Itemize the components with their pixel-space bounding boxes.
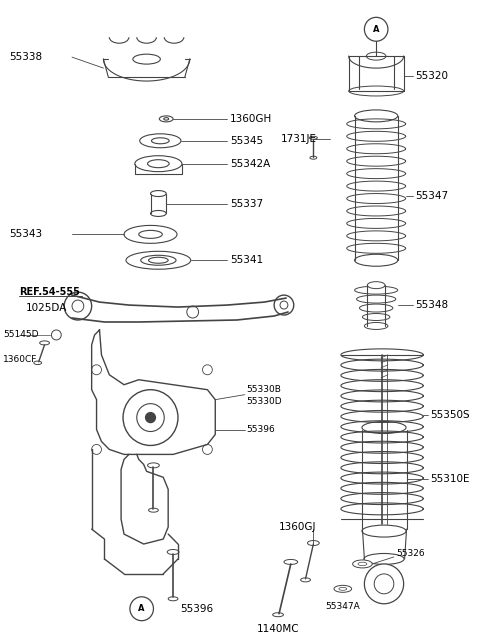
Ellipse shape: [168, 596, 178, 601]
Text: 1360CF: 1360CF: [3, 355, 38, 364]
Ellipse shape: [364, 323, 388, 330]
Text: 55310E: 55310E: [430, 474, 469, 484]
Ellipse shape: [147, 463, 159, 468]
Ellipse shape: [362, 314, 390, 321]
Ellipse shape: [355, 254, 398, 266]
Text: 55337: 55337: [230, 198, 263, 209]
Ellipse shape: [40, 341, 49, 345]
Ellipse shape: [167, 550, 179, 554]
Text: 55350S: 55350S: [430, 410, 470, 420]
Ellipse shape: [366, 52, 386, 60]
Text: 55347: 55347: [415, 191, 448, 200]
Text: 1731JE: 1731JE: [281, 134, 317, 144]
Ellipse shape: [140, 134, 181, 148]
Circle shape: [203, 365, 212, 375]
Text: 55330B: 55330B: [247, 385, 282, 394]
Ellipse shape: [147, 160, 169, 168]
Ellipse shape: [310, 136, 317, 140]
Ellipse shape: [148, 508, 158, 512]
Ellipse shape: [348, 86, 404, 96]
Circle shape: [92, 365, 101, 375]
Circle shape: [130, 596, 154, 621]
Ellipse shape: [334, 586, 352, 592]
Text: 55396: 55396: [180, 604, 213, 614]
Text: A: A: [373, 25, 379, 34]
Ellipse shape: [152, 138, 169, 144]
Circle shape: [274, 295, 294, 315]
Text: 55347A: 55347A: [325, 602, 360, 611]
Ellipse shape: [126, 252, 191, 269]
Text: 55320: 55320: [415, 71, 448, 81]
Ellipse shape: [164, 118, 168, 120]
Ellipse shape: [310, 156, 317, 159]
Ellipse shape: [355, 286, 398, 294]
Text: A: A: [138, 604, 145, 613]
Text: 55341: 55341: [230, 255, 263, 265]
Ellipse shape: [353, 560, 372, 568]
Ellipse shape: [364, 554, 404, 564]
Text: 1360GH: 1360GH: [230, 114, 272, 124]
Text: 55396: 55396: [247, 425, 276, 434]
Circle shape: [92, 444, 101, 454]
Ellipse shape: [151, 191, 166, 196]
Circle shape: [123, 390, 178, 445]
Ellipse shape: [358, 562, 367, 566]
Ellipse shape: [360, 304, 393, 312]
Circle shape: [64, 292, 92, 320]
Ellipse shape: [151, 211, 166, 216]
Ellipse shape: [357, 295, 396, 303]
Text: 1025DA: 1025DA: [26, 303, 67, 313]
Circle shape: [137, 404, 164, 431]
Text: 1140MC: 1140MC: [256, 623, 299, 634]
Circle shape: [72, 300, 84, 312]
Ellipse shape: [159, 116, 173, 122]
Ellipse shape: [133, 54, 160, 64]
Text: 1360GJ: 1360GJ: [279, 522, 316, 532]
Text: 55145D: 55145D: [3, 330, 39, 339]
Text: 55342A: 55342A: [230, 159, 270, 169]
Text: REF.54-555: REF.54-555: [19, 287, 80, 297]
Ellipse shape: [148, 257, 168, 263]
Ellipse shape: [124, 225, 177, 243]
Text: 55338: 55338: [9, 52, 42, 62]
Ellipse shape: [339, 588, 347, 590]
Circle shape: [374, 574, 394, 594]
Text: 55348: 55348: [415, 300, 448, 310]
Circle shape: [51, 330, 61, 340]
Circle shape: [203, 444, 212, 454]
Circle shape: [145, 413, 156, 422]
Text: 55326: 55326: [397, 550, 425, 559]
Ellipse shape: [273, 612, 284, 617]
Ellipse shape: [362, 525, 406, 537]
Ellipse shape: [284, 559, 298, 564]
Text: 55345: 55345: [230, 136, 263, 146]
Ellipse shape: [308, 541, 319, 545]
Ellipse shape: [367, 282, 385, 289]
Circle shape: [364, 564, 404, 604]
Circle shape: [364, 17, 388, 41]
Ellipse shape: [141, 255, 176, 265]
Ellipse shape: [135, 156, 182, 172]
Circle shape: [187, 306, 199, 318]
Text: 55343: 55343: [9, 229, 42, 239]
Ellipse shape: [139, 230, 162, 238]
Text: 55330D: 55330D: [247, 397, 282, 406]
Ellipse shape: [362, 422, 406, 433]
Ellipse shape: [300, 578, 311, 582]
Ellipse shape: [34, 361, 42, 365]
Ellipse shape: [355, 110, 398, 122]
Circle shape: [280, 301, 288, 309]
